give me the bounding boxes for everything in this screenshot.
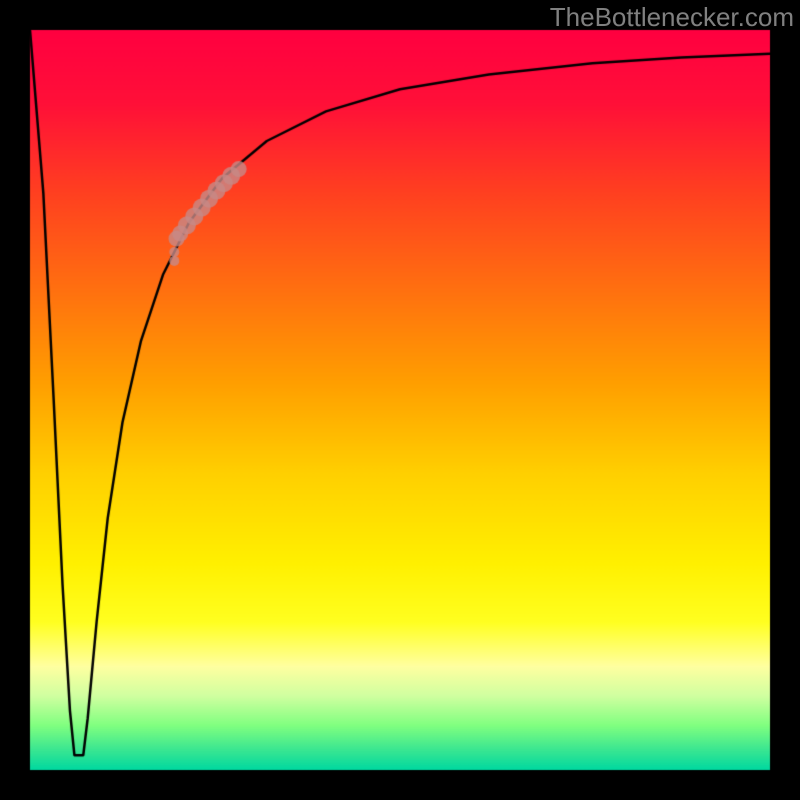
attribution-label: TheBottlenecker.com (550, 2, 794, 33)
curve-layer (0, 0, 800, 800)
bottleneck-chart: TheBottlenecker.com (0, 0, 800, 800)
